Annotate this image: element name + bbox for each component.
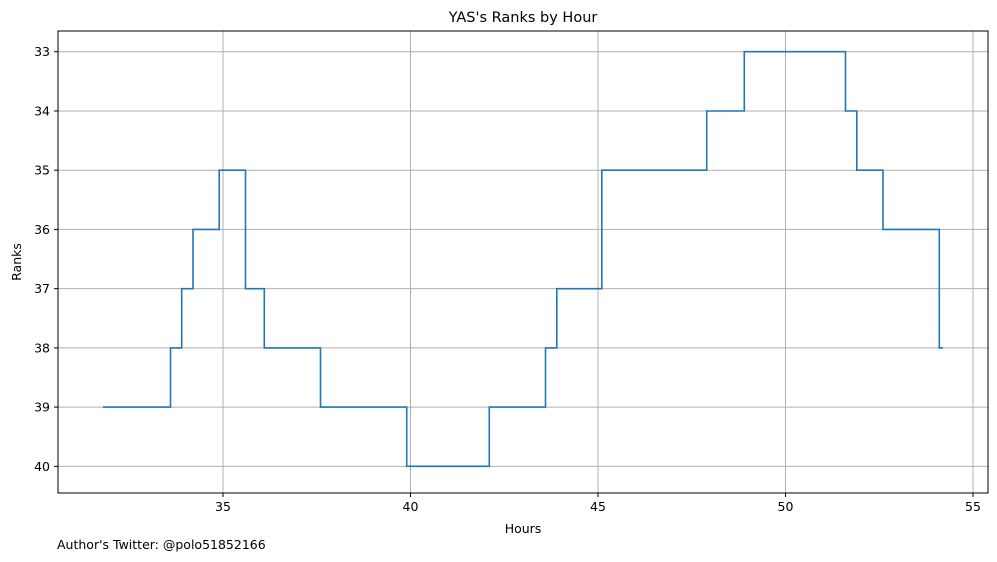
plot-frame [57, 30, 989, 494]
series-line-group [103, 50, 943, 468]
y-tick-label: 36 [34, 222, 50, 237]
y-tick-label: 37 [34, 281, 50, 296]
x-tick-label: 45 [590, 499, 606, 514]
x-axis-label: Hours [505, 521, 542, 536]
y-axis-ticks: 33 34 35 36 37 38 39 40 [34, 44, 58, 474]
rank-series-line [103, 50, 943, 468]
y-tick-label: 35 [34, 163, 50, 178]
y-tick-label: 40 [34, 459, 50, 474]
x-axis-ticks: 35 40 45 50 55 [215, 493, 981, 514]
x-tick-label: 40 [403, 499, 419, 514]
y-tick-label: 38 [34, 340, 50, 355]
x-tick-label: 55 [965, 499, 981, 514]
chart-title: YAS's Ranks by Hour [448, 10, 598, 26]
y-axis-label: Ranks [9, 243, 24, 281]
author-footnote: Author's Twitter: @polo51852166 [57, 537, 266, 552]
y-tick-label: 34 [34, 103, 50, 118]
grid-lines [58, 31, 988, 493]
y-tick-label: 33 [34, 44, 50, 59]
x-tick-label: 50 [778, 499, 794, 514]
y-tick-label: 39 [34, 400, 50, 415]
x-tick-label: 35 [215, 499, 231, 514]
